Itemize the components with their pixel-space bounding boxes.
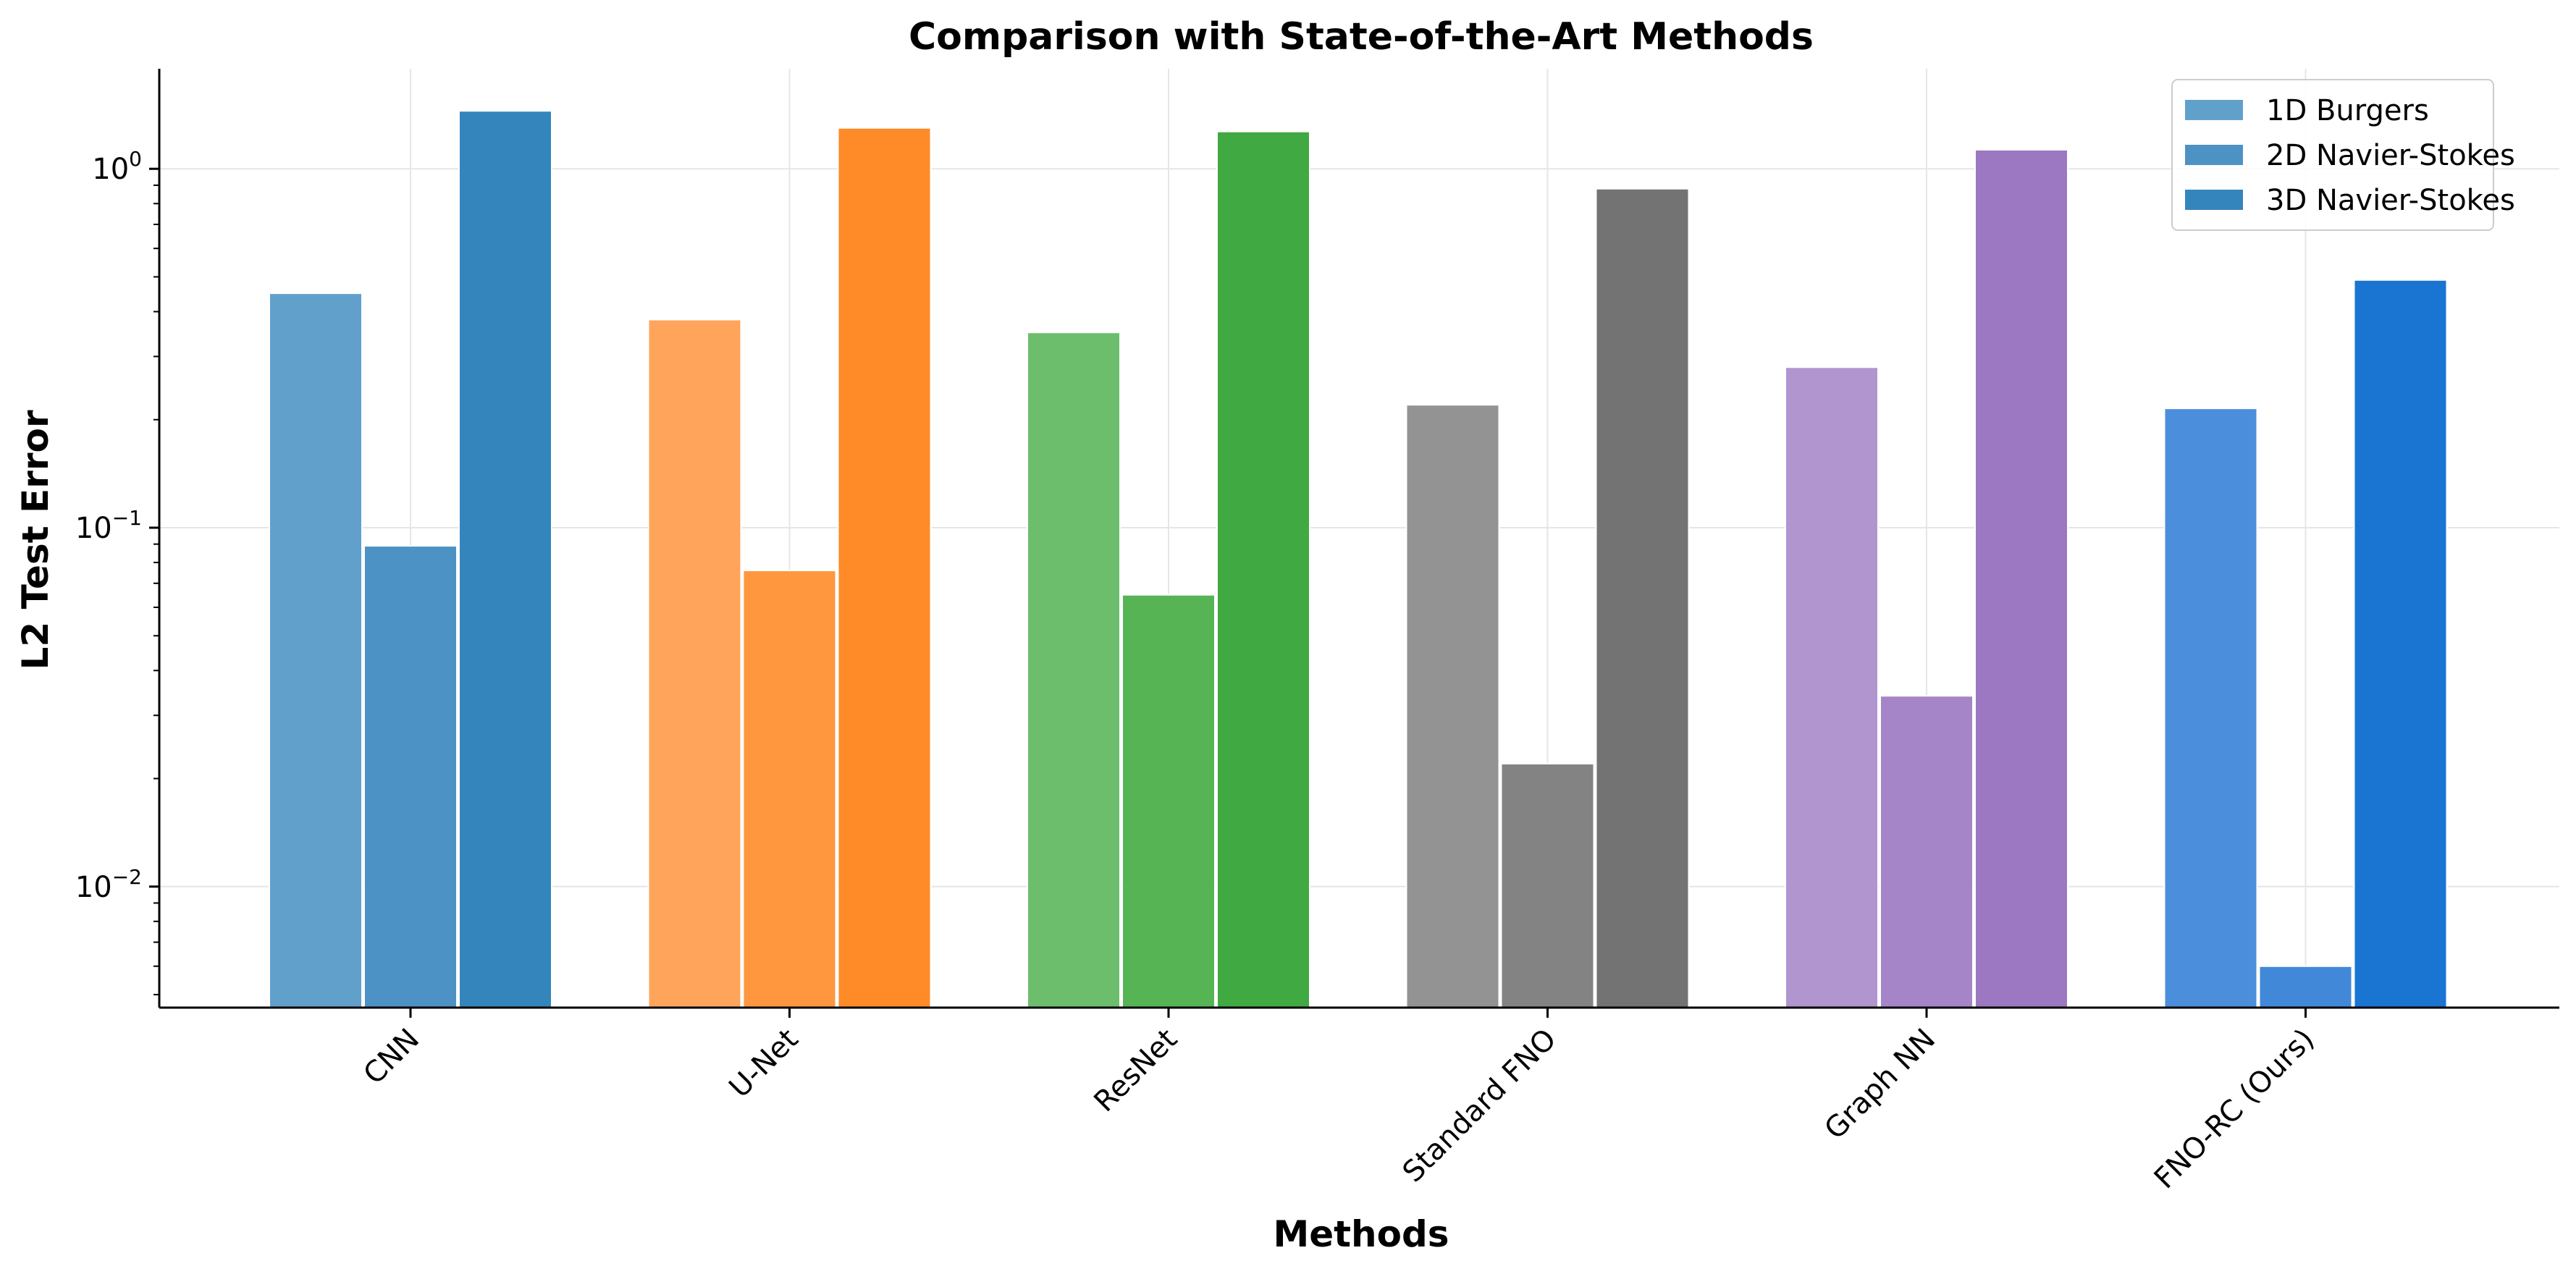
bars (269, 110, 2448, 1009)
bar (458, 110, 552, 1008)
bar (269, 292, 363, 1009)
bar (1216, 130, 1310, 1009)
y-tick-label: 100 (92, 147, 142, 186)
legend-swatch (2185, 145, 2243, 165)
legend-swatch (2185, 100, 2243, 120)
bar (1027, 332, 1121, 1008)
bar (2258, 965, 2353, 1009)
bar (1595, 187, 1690, 1009)
x-tick-label: CNN (357, 1023, 426, 1092)
legend-swatch (2185, 190, 2243, 210)
y-tick-label: 10−2 (75, 865, 142, 904)
grid (159, 69, 2559, 1008)
x-tick-label: U-Net (723, 1023, 804, 1105)
bar (1121, 594, 1216, 1008)
bar (1880, 695, 1974, 1008)
bar (363, 545, 458, 1008)
y-axis-label: L2 Test Error (14, 410, 56, 670)
chart-title: Comparison with State-of-the-Art Methods (909, 15, 1814, 59)
y-tick-label: 10−1 (75, 506, 142, 545)
bar (1785, 366, 1879, 1008)
bar (2163, 408, 2258, 1008)
x-tick-label: Graph NN (1818, 1023, 1942, 1147)
bar (1500, 763, 1595, 1008)
x-tick-label: Standard FNO (1397, 1023, 1563, 1189)
bar (647, 318, 742, 1009)
legend: 1D Burgers 2D Navier-Stokes 3D Navier-Stok… (2171, 79, 2515, 231)
legend-box (2171, 79, 2494, 231)
bar (2353, 279, 2448, 1009)
legend-label: 1D Burgers (2266, 94, 2429, 127)
bar (1974, 148, 2068, 1009)
x-tick-label: ResNet (1087, 1023, 1184, 1119)
bar (1405, 404, 1500, 1008)
x-tick-label: FNO-RC (Ours) (2148, 1023, 2321, 1196)
bar (837, 127, 932, 1008)
legend-label: 3D Navier-Stokes (2266, 184, 2515, 217)
x-axis-label: Methods (1273, 1213, 1449, 1255)
bar (742, 570, 837, 1008)
legend-label: 2D Navier-Stokes (2266, 139, 2515, 172)
